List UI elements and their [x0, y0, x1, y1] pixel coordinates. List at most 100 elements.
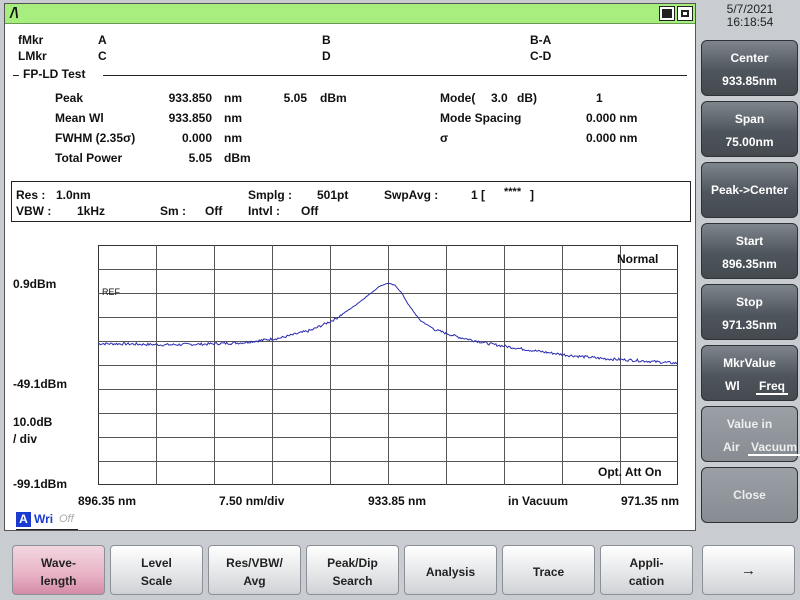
peak-wavelength-unit: nm	[224, 91, 242, 105]
value-in-vacuum: Vacuum	[748, 440, 800, 456]
value-in-label: Value in	[726, 417, 773, 431]
analysis-fkey-label: Analysis	[425, 565, 476, 579]
mean-wl-label: Mean Wl	[55, 111, 104, 125]
trace-mode-label: Normal	[617, 252, 659, 266]
x-axis-div-label: 7.50 nm/div	[219, 494, 285, 508]
write-state: Off	[59, 513, 74, 525]
marker-d: D	[322, 49, 331, 63]
peak-to-center-softkey[interactable]: Peak->Center	[701, 162, 798, 218]
mean-wl-unit: nm	[224, 111, 242, 125]
settings-panel: Res : 1.0nm VBW : 1kHz Sm : Off Smplg : …	[11, 181, 691, 222]
date-text: 5/7/2021	[726, 2, 774, 16]
peak-wavelength: 933.850	[168, 91, 212, 105]
span-label: Span	[734, 112, 765, 126]
fwhm-unit: nm	[224, 131, 242, 145]
analysis-fkey[interactable]: Analysis	[404, 545, 497, 595]
value-in-softkey[interactable]: Value in Air Vacuum	[701, 406, 800, 462]
peak-dip-search-fkey[interactable]: Peak/Dip Search	[306, 545, 399, 595]
level-scale-fkey-line2: Scale	[140, 574, 173, 588]
mode-spacing-value: 0.000 nm	[586, 111, 638, 125]
write-underline	[16, 529, 78, 530]
spectrum-svg	[98, 245, 678, 485]
start-label: Start	[735, 234, 764, 248]
span-value: 75.00nm	[725, 135, 774, 149]
total-power-value: 5.05	[188, 151, 212, 165]
y-scale-label: 10.0dB	[13, 415, 53, 429]
res-vbw-avg-fkey[interactable]: Res/VBW/ Avg	[208, 545, 301, 595]
main-window: /\ fMkr LMkr A C B D B-A C-D FP-LD Test …	[4, 3, 696, 531]
swpavg-stars: ****	[504, 186, 522, 198]
opt-att-label: Opt. Att On	[598, 465, 662, 479]
title-bar: /\	[5, 4, 695, 24]
level-scale-fkey[interactable]: Level Scale	[110, 545, 203, 595]
time-text: 16:18:54	[726, 15, 774, 29]
peak-level-unit: dBm	[320, 91, 347, 105]
res-vbw-avg-fkey-line1: Res/VBW/	[226, 556, 283, 570]
total-power-label: Total Power	[55, 151, 123, 165]
mkr-value-softkey[interactable]: MkrValue Wl Freq	[701, 345, 798, 401]
stop-softkey[interactable]: Stop 971.35nm	[701, 284, 798, 340]
application-fkey[interactable]: Appli- cation	[600, 545, 693, 595]
peak-to-center-label: Peak->Center	[710, 183, 789, 197]
spectrum-plot[interactable]: Normal REF Opt. Att On	[98, 245, 678, 485]
wavelength-fkey-line2: length	[40, 574, 77, 588]
x-axis-stop-label: 971.35 nm	[621, 494, 680, 508]
marker-b: B	[322, 33, 331, 47]
mode-label: Mode(	[440, 91, 476, 105]
intvl-value: Off	[301, 204, 319, 218]
sm-label: Sm :	[160, 204, 187, 218]
y-axis-mid-label: -49.1dBm	[13, 377, 68, 391]
mode-db-value: 3.0	[491, 91, 508, 105]
spectrum-trace-0	[98, 282, 678, 365]
minimize-button[interactable]	[659, 6, 675, 21]
write-label: Wri	[34, 512, 54, 526]
ref-label: REF	[102, 287, 120, 297]
mkr-option-wl: Wl	[725, 379, 740, 393]
close-softkey[interactable]: Close	[701, 467, 798, 523]
peak-level: 5.05	[283, 91, 307, 105]
fwhm-label: FWHM (2.35σ)	[55, 131, 136, 145]
section-title: FP-LD Test	[23, 67, 86, 81]
res-vbw-avg-fkey-line2: Avg	[243, 574, 266, 588]
application-fkey-line1: Appli-	[629, 556, 664, 570]
lmkr-label: LMkr	[18, 49, 47, 63]
datetime-display: 5/7/2021 16:18:54	[700, 3, 800, 29]
mkr-value-label: MkrValue	[723, 356, 776, 370]
res-value: 1.0nm	[56, 188, 91, 202]
sigma-label: σ	[440, 131, 449, 145]
y-axis-bottom-label: -99.1dBm	[13, 477, 68, 491]
marker-c: C	[98, 49, 107, 63]
mean-wl-value: 933.850	[168, 111, 212, 125]
y-scale-div-label: / div	[13, 432, 38, 446]
y-axis-top-label: 0.9dBm	[13, 277, 57, 291]
res-label: Res :	[16, 188, 46, 202]
stop-label: Stop	[736, 295, 763, 309]
trace-a-badge: A	[16, 512, 31, 527]
section-divider	[13, 75, 19, 76]
center-label: Center	[730, 51, 769, 65]
peak-label: Peak	[55, 91, 84, 105]
sm-value: Off	[205, 204, 223, 218]
start-value: 896.35nm	[722, 257, 777, 271]
maximize-button[interactable]	[677, 6, 693, 21]
wavelength-fkey[interactable]: Wave- length	[12, 545, 105, 595]
application-fkey-line2: cation	[628, 574, 665, 588]
peak-dip-search-fkey-line1: Peak/Dip	[327, 556, 378, 570]
trace-fkey-label: Trace	[532, 565, 565, 579]
swpavg-close: ]	[530, 188, 534, 202]
x-axis-medium-label: in Vacuum	[508, 494, 569, 508]
next-arrow-icon: →	[741, 562, 756, 579]
marker-b-a: B-A	[530, 33, 552, 47]
smplg-value: 501pt	[317, 188, 349, 202]
marker-a: A	[98, 33, 107, 47]
trace-fkey[interactable]: Trace	[502, 545, 595, 595]
x-axis-start-label: 896.35 nm	[78, 494, 137, 508]
level-scale-fkey-line1: Level	[141, 556, 172, 570]
close-label: Close	[733, 488, 766, 502]
span-softkey[interactable]: Span 75.00nm	[701, 101, 798, 157]
start-softkey[interactable]: Start 896.35nm	[701, 223, 798, 279]
next-page-fkey[interactable]: →	[702, 545, 795, 595]
wavelength-fkey-line1: Wave-	[41, 556, 76, 570]
center-softkey[interactable]: Center 933.85nm	[701, 40, 798, 96]
vbw-label: VBW :	[16, 204, 52, 218]
